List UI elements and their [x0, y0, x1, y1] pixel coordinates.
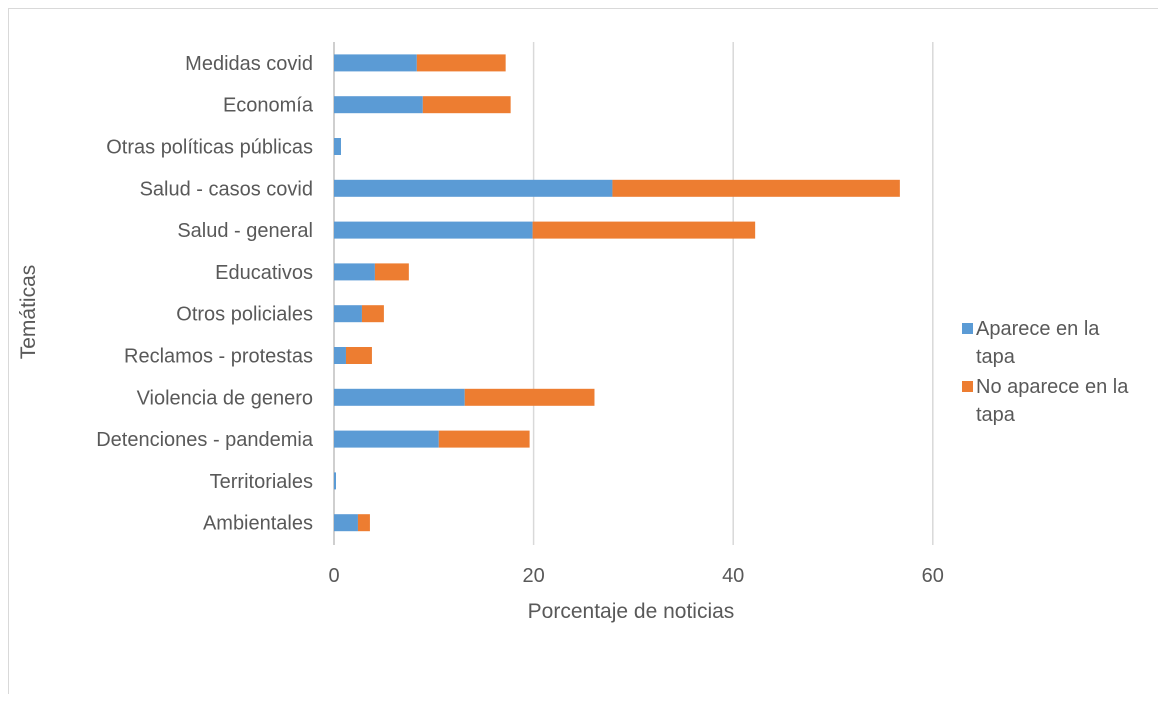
category-label: Territoriales	[210, 471, 313, 493]
category-label: Otros policiales	[176, 304, 313, 326]
bar-segment	[532, 221, 756, 239]
bars	[334, 54, 900, 532]
bar-segment	[464, 388, 595, 406]
category-label: Salud - general	[177, 220, 313, 242]
bar-segment	[422, 96, 511, 114]
category-label: Educativos	[215, 262, 313, 284]
bar-segment	[334, 221, 533, 239]
category-label: Ambientales	[203, 513, 313, 535]
chart-frame	[8, 8, 1158, 694]
category-label: Salud - casos covid	[140, 178, 313, 200]
x-tick-label: 20	[522, 565, 544, 587]
bar-segment	[357, 514, 370, 532]
x-axis-title: Porcentaje de noticias	[528, 600, 735, 623]
legend-label: Aparece en la tapa	[976, 318, 1100, 368]
bar-segment	[416, 54, 506, 72]
gridlines	[333, 42, 934, 545]
bar-segment	[334, 54, 417, 72]
x-tick-label: 60	[922, 565, 944, 587]
bar-segment	[334, 179, 613, 197]
legend-label: No aparece en la tapa	[976, 376, 1129, 426]
y-axis-title: Temáticas	[17, 265, 40, 360]
bar-segment	[334, 347, 346, 364]
category-label: Detenciones - pandemia	[96, 429, 314, 451]
bar-segment	[334, 138, 341, 155]
bar-segment	[345, 347, 372, 364]
category-label: Economía	[223, 95, 314, 117]
bar-segment	[334, 96, 423, 114]
bar-segment	[374, 263, 409, 281]
bar-segment	[334, 305, 362, 323]
legend-swatch	[962, 381, 973, 392]
bar-segment	[612, 179, 900, 197]
bar-segment	[334, 430, 439, 448]
x-tick-label: 0	[328, 565, 339, 587]
bar-segment	[361, 305, 384, 323]
category-label: Reclamos - protestas	[124, 346, 313, 368]
bar-segment	[438, 430, 530, 448]
bar-segment	[334, 388, 465, 406]
legend: Aparece en la tapa No aparece en la tapa	[962, 318, 1129, 426]
category-label: Violencia de genero	[137, 387, 313, 409]
category-label: Medidas covid	[185, 53, 313, 75]
x-tick-label: 40	[722, 565, 744, 587]
bar-segment	[334, 263, 375, 281]
legend-swatch	[962, 323, 973, 334]
x-tick-labels: 0 20 40 60	[328, 565, 943, 587]
category-label: Otras políticas públicas	[106, 137, 313, 159]
category-labels: Medidas covid Economía Otras políticas púb…	[96, 53, 314, 535]
bar-segment	[334, 472, 336, 490]
bar-segment	[334, 514, 358, 532]
